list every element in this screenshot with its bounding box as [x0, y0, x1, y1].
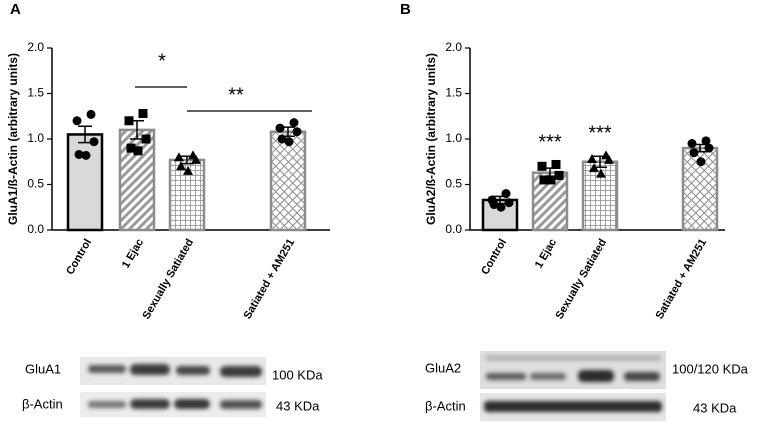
data-point: [501, 189, 511, 199]
data-point: [504, 198, 514, 208]
data-point: [289, 118, 299, 128]
data-point: [141, 134, 151, 144]
data-point: [701, 136, 711, 146]
data-point: [89, 137, 99, 147]
data-point: [589, 163, 599, 173]
x-tick-label: Satiated + AM251: [654, 237, 710, 321]
x-tick-label: Sexually Satiated: [553, 237, 609, 321]
x-tick-label: 1 Ejac: [533, 237, 559, 271]
y-tick-label: 0.5: [445, 177, 462, 191]
data-point: [596, 168, 606, 178]
significance-label: *: [158, 50, 166, 72]
data-point: [72, 116, 82, 126]
y-tick-label: 2.0: [445, 40, 462, 54]
y-axis-label: GluA1/ß-Actin (arbitrary units): [6, 53, 20, 225]
data-point: [126, 143, 136, 153]
y-tick-label: 0.0: [27, 222, 44, 236]
y-tick-label: 1.5: [27, 86, 44, 100]
data-point: [74, 149, 84, 159]
blot-size: 43 KDa: [693, 400, 737, 415]
panel-label: A: [10, 1, 21, 18]
y-tick-label: 0.5: [27, 177, 44, 191]
blot-size: 100/120 KDa: [672, 361, 749, 376]
data-point: [546, 175, 556, 185]
data-point: [537, 161, 547, 171]
data-point: [174, 152, 184, 162]
data-point: [81, 150, 91, 160]
data-point: [489, 200, 499, 210]
data-point: [275, 123, 285, 133]
data-point: [277, 134, 287, 144]
blot-label: β-Actin: [22, 396, 63, 411]
x-tick-label: 1 Ejac: [120, 237, 146, 271]
blot-label: GluA2: [425, 360, 461, 375]
data-point: [689, 148, 699, 158]
significance-label: **: [228, 84, 244, 106]
y-tick-label: 1.0: [27, 131, 44, 145]
data-point: [604, 154, 614, 164]
data-point: [133, 146, 143, 156]
data-point: [539, 175, 549, 185]
x-tick-label: Control: [479, 237, 509, 277]
blot-size: 43 KDa: [276, 398, 320, 413]
y-tick-label: 1.5: [445, 86, 462, 100]
blot-image-a: [80, 357, 266, 417]
blot-label: GluA1: [25, 361, 61, 376]
panel-label: B: [400, 1, 411, 18]
blot-image-b: [480, 351, 666, 421]
y-axis-label: GluA2/ß-Actin (arbitrary units): [424, 53, 438, 225]
data-point: [687, 139, 697, 149]
data-point: [587, 154, 597, 164]
x-tick-label: Sexually Satiated: [140, 237, 196, 321]
data-point: [176, 161, 186, 171]
data-point: [191, 154, 201, 164]
y-tick-label: 1.0: [445, 131, 462, 145]
data-point: [183, 165, 193, 175]
bar: [118, 128, 156, 232]
data-point: [696, 157, 706, 167]
data-point: [284, 137, 294, 147]
data-point: [292, 127, 302, 137]
bar: [66, 133, 104, 232]
chart-panel: B GluA2/ß-Actin (arbitrary units) 0.0 0.5 1.…: [400, 1, 749, 415]
data-point: [124, 116, 134, 126]
y-tick-label: 2.0: [27, 40, 44, 54]
data-point: [138, 109, 148, 119]
data-point: [704, 143, 714, 153]
data-point: [86, 109, 96, 119]
data-point: [496, 202, 506, 212]
blot-label: β-Actin: [425, 398, 466, 413]
x-tick-label: Control: [64, 237, 94, 277]
bar: [269, 130, 307, 232]
data-point: [554, 170, 564, 180]
significance-label: ***: [588, 122, 612, 144]
y-tick-label: 0.0: [445, 222, 462, 236]
x-tick-label: Satiated + AM251: [242, 237, 298, 321]
data-point: [551, 159, 561, 169]
blot-size: 100 KDa: [272, 367, 323, 382]
chart-panel: A GluA1/ß-Actin (arbitrary units) 0.0 0.5 1.…: [6, 1, 330, 413]
significance-label: ***: [538, 131, 562, 153]
